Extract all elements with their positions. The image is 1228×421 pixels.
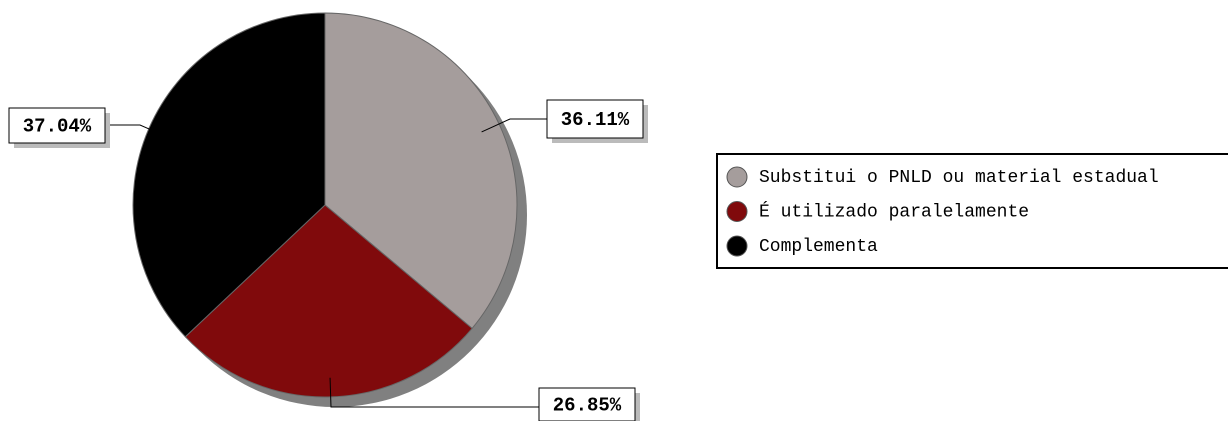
callout-line [481,118,547,133]
label-box [538,387,636,421]
legend-label: Complementa [759,237,878,257]
callout-line [329,377,539,408]
legend-label: Substitui o PNLD ou material estadual [759,168,1159,188]
callout-line [105,124,167,138]
label-box [546,99,644,139]
legend-box [716,153,1228,269]
legend-marker [726,166,748,188]
data-label: 36.11% [561,109,630,131]
legend-label: É utilizado paralelamente [759,200,1029,222]
data-label: 37.04% [23,116,92,138]
legend-marker [726,201,748,222]
legend-marker [726,235,748,257]
label-box [8,107,106,144]
data-label: 26.85% [553,395,622,417]
